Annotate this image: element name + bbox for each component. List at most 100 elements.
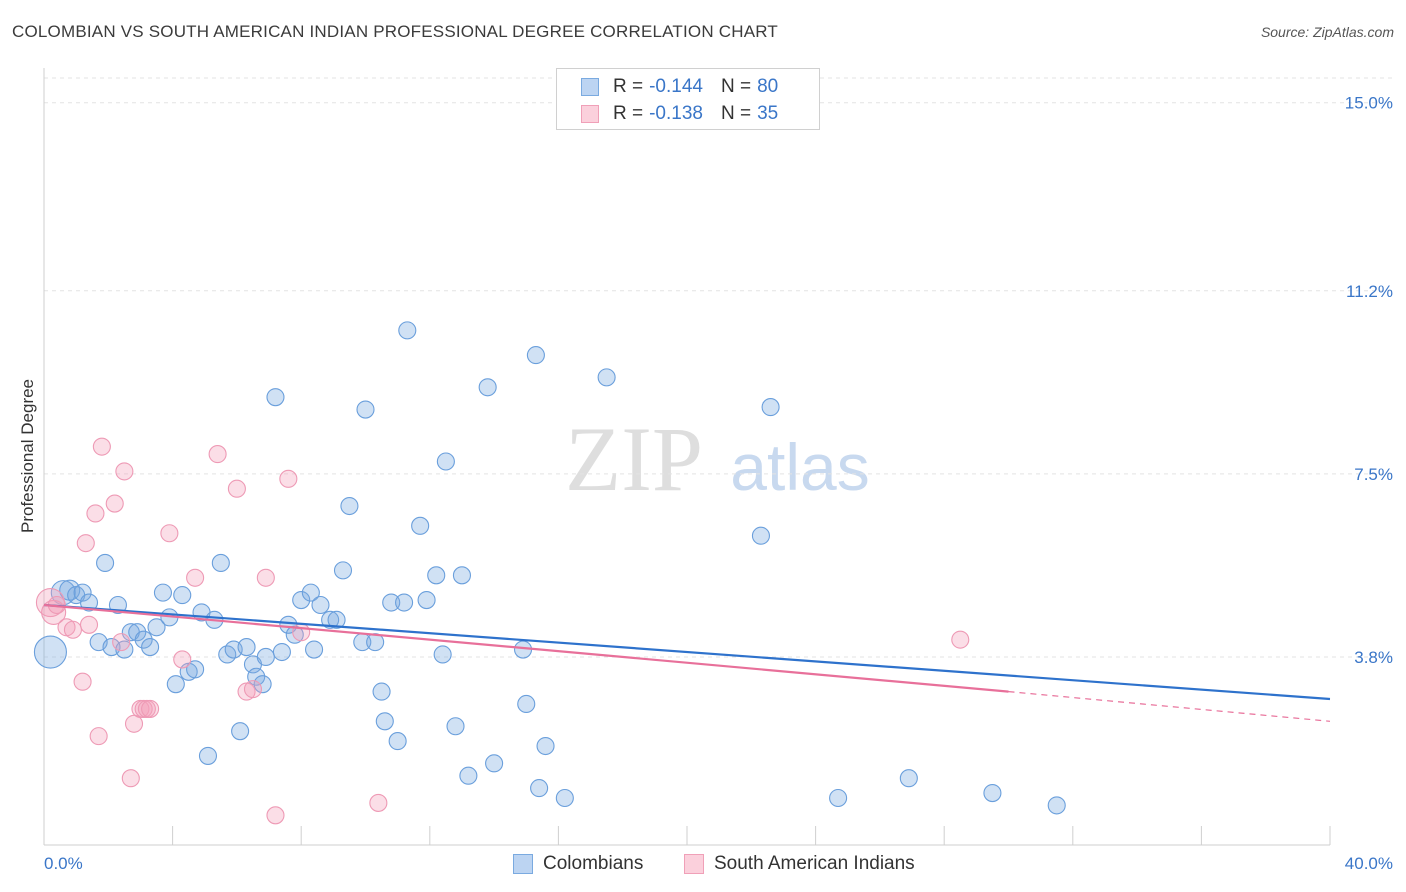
y-tick-label: 3.8% <box>1354 648 1393 667</box>
y-tick-label: 7.5% <box>1354 465 1393 484</box>
watermark-atlas: atlas <box>730 430 869 504</box>
x-tick-label-max: 40.0% <box>1345 854 1393 873</box>
colombians-point <box>147 618 166 637</box>
colombians-point <box>272 642 291 662</box>
colombians-point <box>153 583 173 602</box>
south-american-indians-point <box>92 437 111 456</box>
south-american-indians-point <box>369 793 388 812</box>
south-american-indians-point <box>173 650 192 669</box>
colombians-point <box>433 645 452 664</box>
colombians-trend-line <box>43 603 1331 701</box>
south-american-indians-point <box>141 699 160 718</box>
colombians-point <box>311 595 330 615</box>
n-label: N = <box>720 103 752 124</box>
colombians-point <box>536 736 555 756</box>
south-american-indians-point <box>951 630 970 649</box>
n-label: N = <box>720 76 752 97</box>
colombians-point <box>459 766 478 785</box>
colombians-point <box>751 526 770 545</box>
colombians-point <box>301 583 320 602</box>
south-american-indians-point <box>79 615 99 634</box>
colombians-point <box>166 675 185 694</box>
colombians-swatch <box>581 78 599 96</box>
colombians-point <box>366 633 385 652</box>
legend-item-colombians: Colombians <box>513 852 643 876</box>
colombians-point <box>417 591 436 610</box>
colombians-point <box>517 694 536 714</box>
colombians-point <box>340 496 359 516</box>
south-american-indians-swatch <box>581 105 599 123</box>
south-american-indians-point <box>105 494 124 513</box>
n-value: 80 <box>757 76 779 97</box>
colombians-point <box>141 638 160 657</box>
colombians-point <box>73 583 92 602</box>
colombians-point <box>256 647 275 667</box>
colombians-legend-swatch <box>513 854 533 874</box>
south-american-indians-point <box>266 806 285 825</box>
south-american-indians-point <box>186 568 205 587</box>
colombians-point <box>388 732 407 751</box>
colombians-point <box>478 378 497 397</box>
colombians-point <box>530 779 549 798</box>
colombians-point <box>173 586 192 605</box>
colombians-point <box>186 660 205 679</box>
legend-item-south-american-indians: South American Indians <box>684 852 915 876</box>
south-american-indians-point <box>279 469 298 488</box>
south-american-indians-point <box>243 680 263 699</box>
colombians-point <box>134 630 153 649</box>
colombians-point <box>33 635 67 669</box>
colombians-point <box>237 638 256 657</box>
colombians-point <box>372 682 391 701</box>
colombians-point <box>266 388 285 407</box>
colombians-point <box>452 566 472 585</box>
south-american-indians-legend-swatch <box>684 854 704 874</box>
colombians-point <box>79 593 99 612</box>
colombians-point <box>597 368 616 387</box>
south-american-indians-point <box>256 568 275 587</box>
colombians-point <box>983 783 1002 803</box>
south-american-indians-point <box>76 534 95 553</box>
y-tick-label: 15.0% <box>1345 94 1393 113</box>
south-american-indians-point <box>73 672 92 691</box>
colombians-point <box>436 452 455 471</box>
watermark-zip: ZIP <box>565 408 703 510</box>
colombians-point <box>211 553 230 572</box>
south-american-indians-point <box>227 479 246 498</box>
south-american-indians-point <box>86 504 105 523</box>
south-american-indians-point <box>89 727 108 746</box>
colombians-point <box>198 746 218 765</box>
r-value: -0.138 <box>649 103 703 124</box>
colombians-point <box>327 610 346 629</box>
colombians-point <box>398 321 417 340</box>
chart-title: COLOMBIAN VS SOUTH AMERICAN INDIAN PROFE… <box>12 22 778 41</box>
n-value: 35 <box>757 103 779 124</box>
r-label: R = <box>613 103 644 124</box>
south-american-indians-point <box>115 462 134 481</box>
south-american-indians-legend-label: South American Indians <box>714 853 915 874</box>
colombians-point <box>128 623 147 642</box>
colombians-point <box>446 717 465 736</box>
x-tick-label-min: 0.0% <box>44 854 83 873</box>
south-american-indians-point <box>160 524 179 543</box>
south-american-indians-point <box>208 445 227 464</box>
r-value: -0.144 <box>649 76 703 97</box>
colombians-legend-label: Colombians <box>543 853 644 874</box>
south-american-indians-point <box>35 587 65 618</box>
colombians-point <box>96 553 115 572</box>
south-american-indians-point <box>63 620 82 639</box>
south-american-indians-trend-extension <box>1008 691 1331 722</box>
south-american-indians-trend-line <box>43 603 1009 693</box>
colombians-point <box>761 398 780 417</box>
colombians-point <box>411 516 430 535</box>
south-american-indians-point <box>112 633 131 652</box>
r-label: R = <box>613 76 644 97</box>
colombians-point <box>321 610 340 629</box>
colombians-point <box>253 675 272 694</box>
y-tick-label: 11.2% <box>1346 282 1393 301</box>
colombians-point <box>899 769 918 788</box>
south-american-indians-point <box>121 769 140 788</box>
south-american-indians-point <box>292 623 311 642</box>
colombians-point <box>395 593 414 612</box>
colombians-point <box>427 566 446 585</box>
